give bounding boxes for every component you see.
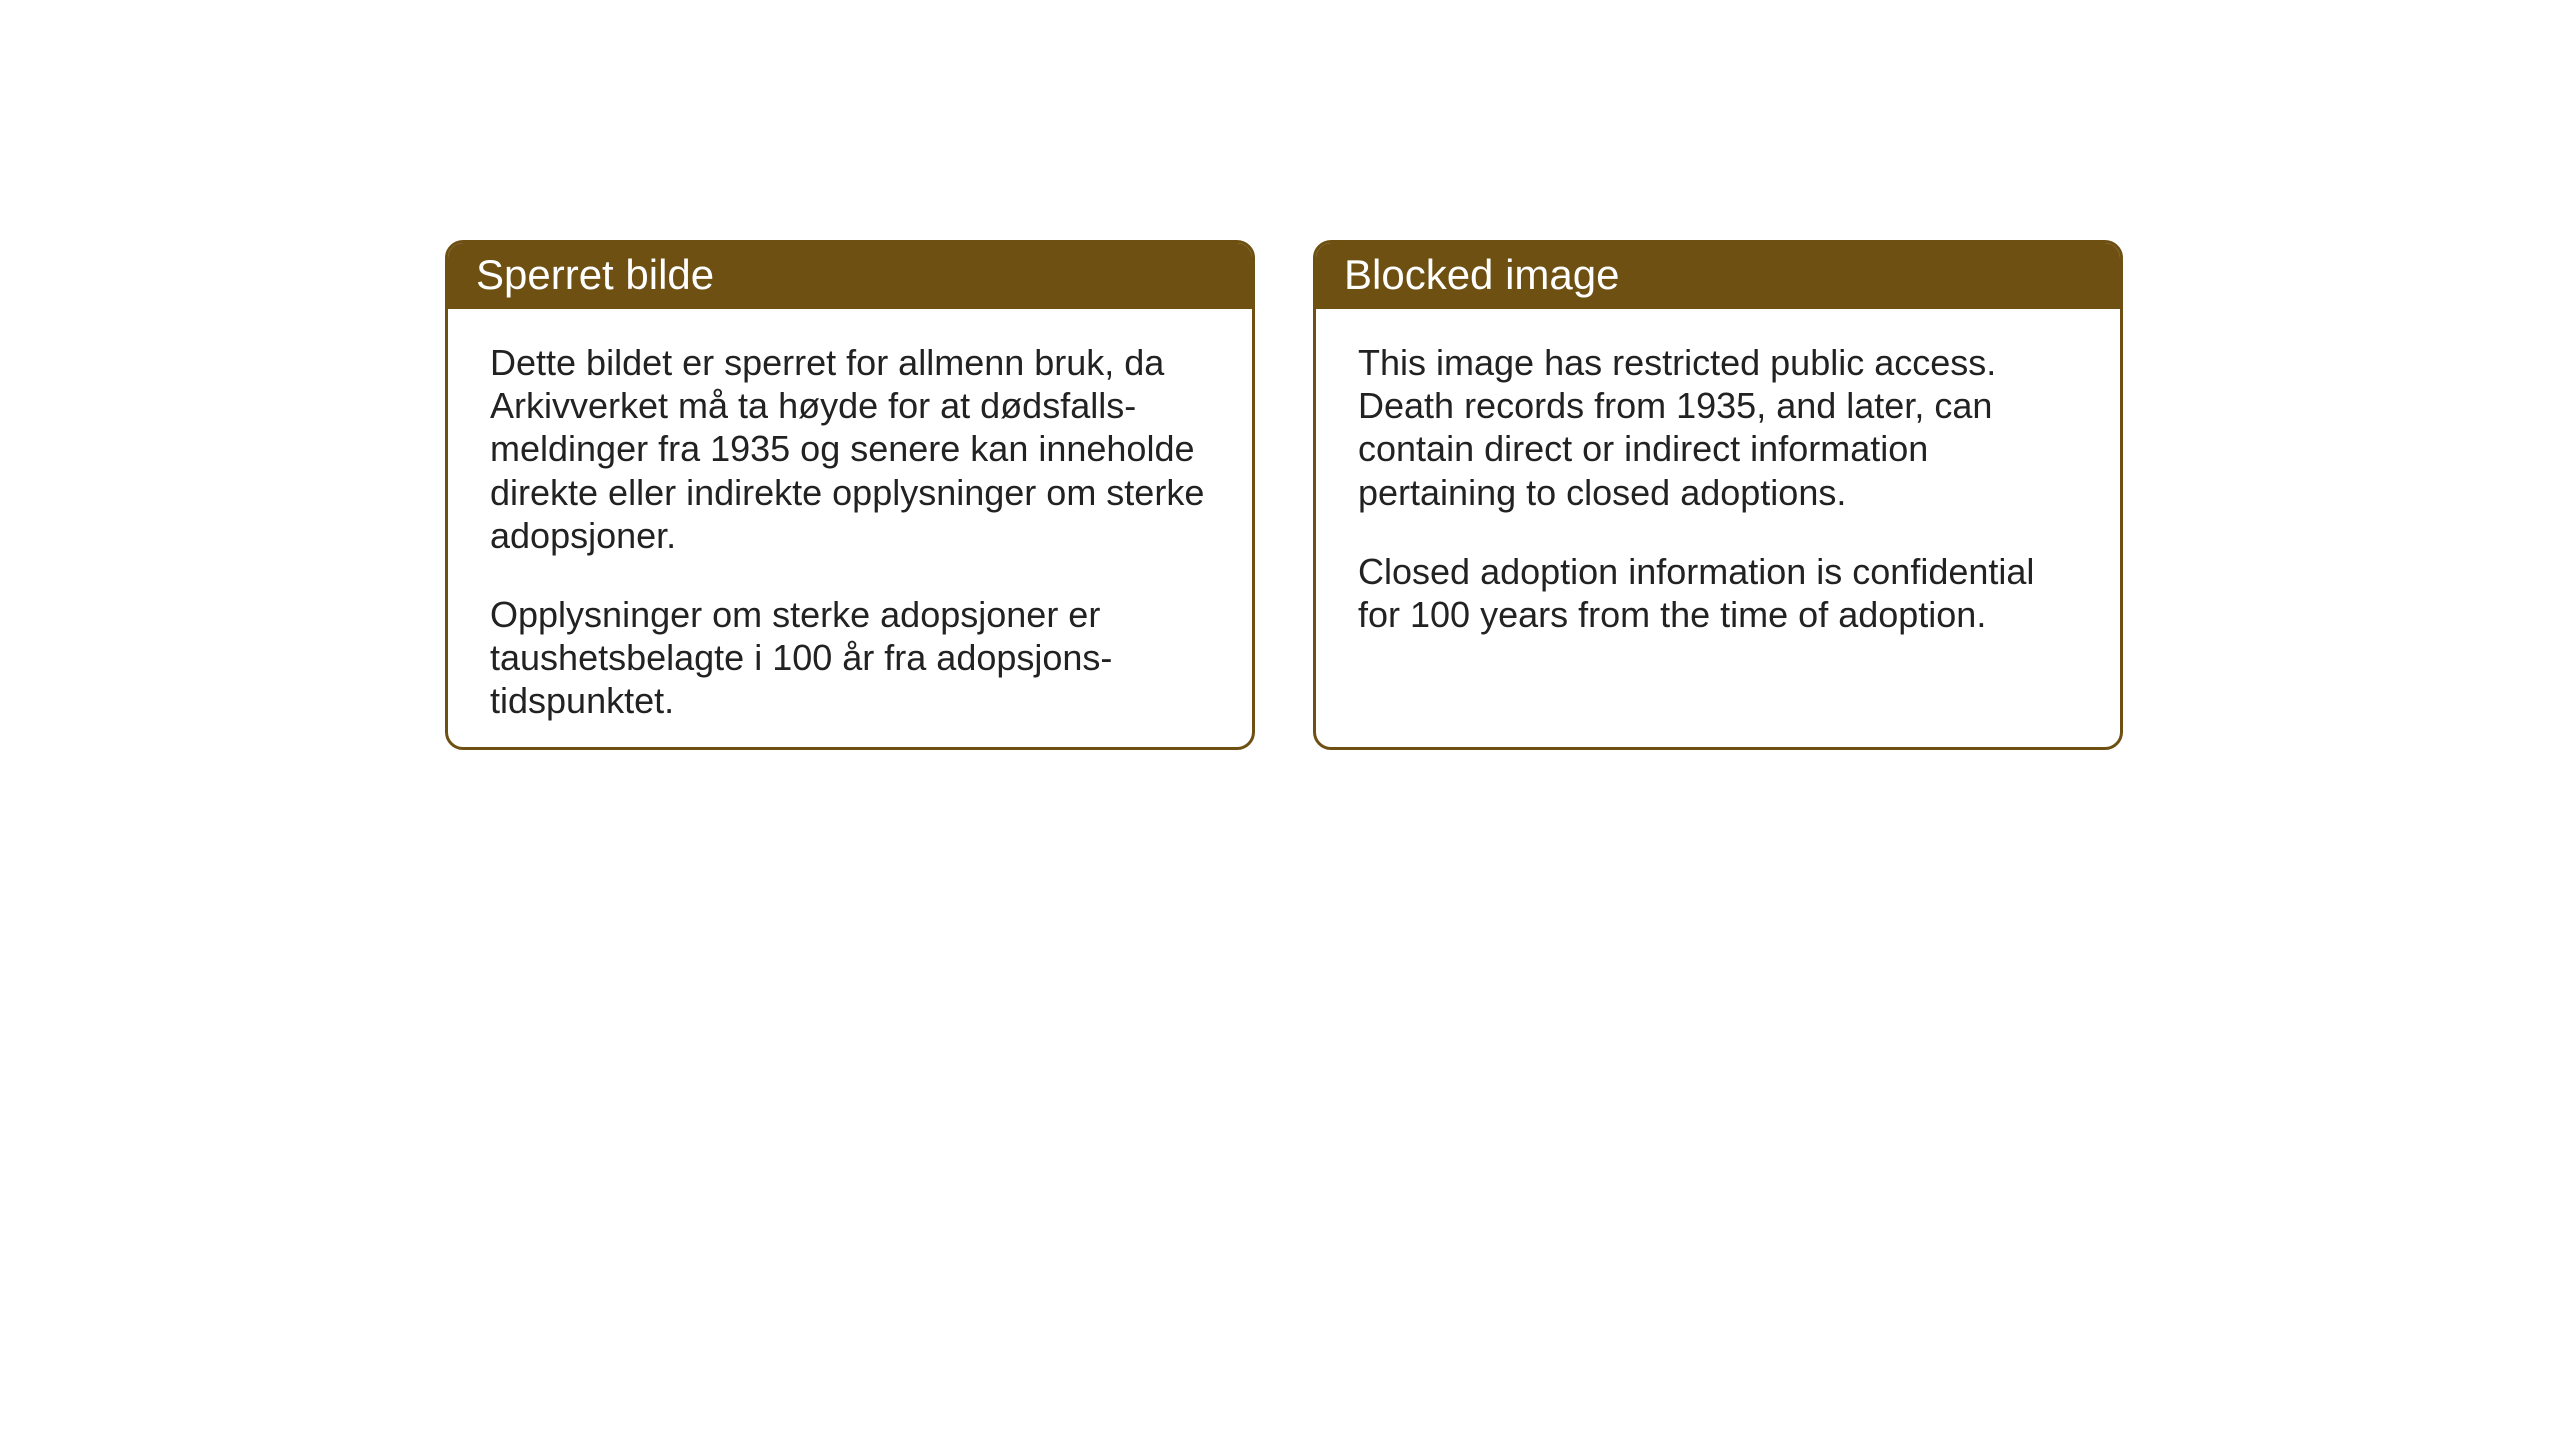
card-header-norwegian: Sperret bilde [448,243,1252,309]
notice-card-norwegian: Sperret bilde Dette bildet er sperret fo… [445,240,1255,750]
card-title-english: Blocked image [1344,251,1619,298]
card-paragraph-norwegian-1: Dette bildet er sperret for allmenn bruk… [490,341,1210,557]
notice-container: Sperret bilde Dette bildet er sperret fo… [445,240,2123,750]
card-header-english: Blocked image [1316,243,2120,309]
notice-card-english: Blocked image This image has restricted … [1313,240,2123,750]
card-paragraph-english-1: This image has restricted public access.… [1358,341,2078,514]
card-body-english: This image has restricted public access.… [1316,309,2120,668]
card-title-norwegian: Sperret bilde [476,251,714,298]
card-paragraph-norwegian-2: Opplysninger om sterke adopsjoner er tau… [490,593,1210,723]
card-body-norwegian: Dette bildet er sperret for allmenn bruk… [448,309,1252,750]
card-paragraph-english-2: Closed adoption information is confident… [1358,550,2078,636]
